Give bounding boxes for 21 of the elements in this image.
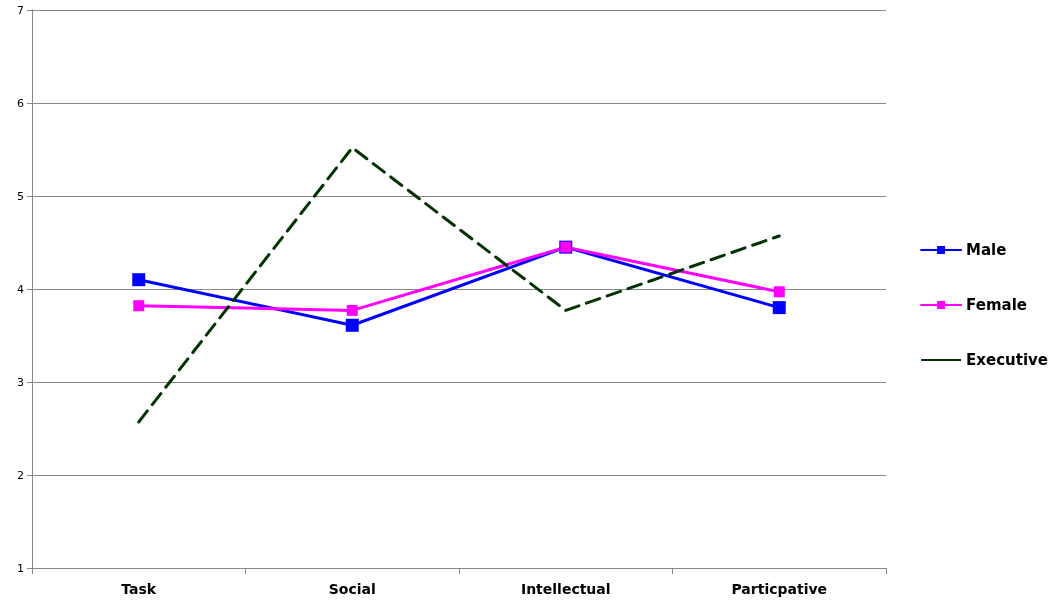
legend-label: Executive xyxy=(966,351,1049,369)
x-tick-label: Particpative xyxy=(731,581,828,597)
x-tick-label: Intellectual xyxy=(520,581,611,597)
y-tick-label: 2 xyxy=(17,468,24,482)
y-tick-label: 4 xyxy=(17,282,24,296)
legend-label: Male xyxy=(966,241,1007,259)
point xyxy=(772,301,786,315)
point xyxy=(345,318,359,332)
y-tick-label: 5 xyxy=(17,189,24,203)
line-series xyxy=(137,146,781,424)
point xyxy=(346,304,358,316)
y-tick-label: 1 xyxy=(17,561,24,575)
y-tick-label: 7 xyxy=(17,3,24,17)
point xyxy=(132,273,146,287)
legend-label: Female xyxy=(966,296,1027,314)
point xyxy=(773,286,785,298)
y-tick-label: 6 xyxy=(17,96,24,110)
x-tick-label: Task xyxy=(121,581,157,597)
x-tick-label: Social xyxy=(328,581,376,597)
point xyxy=(133,300,145,312)
y-tick-label: 3 xyxy=(17,375,24,389)
